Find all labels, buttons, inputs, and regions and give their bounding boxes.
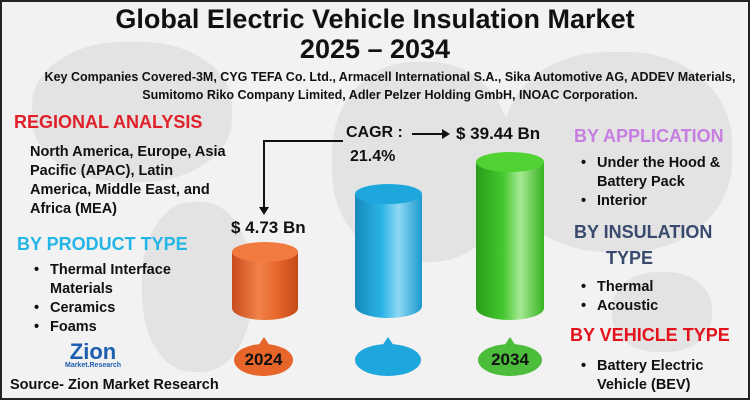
year-badge-2024: 2024 <box>234 337 293 376</box>
title-line-1: Global Electric Vehicle Insulation Marke… <box>115 4 635 34</box>
zion-logo: Zion Market.Research <box>62 339 124 370</box>
application-list: Under the Hood & Battery Pack Interior <box>577 154 748 211</box>
arrow-right-icon <box>442 129 450 139</box>
bar-top <box>476 152 544 172</box>
bar-top <box>232 242 298 262</box>
value-label-2024: $ 4.73 Bn <box>231 218 306 237</box>
bar-middle <box>355 184 422 318</box>
source-text: Source- Zion Market Research <box>10 377 219 393</box>
vehicle-type-list: Battery Electric Vehicle (BEV) <box>577 357 727 395</box>
year-badge-middle <box>355 337 421 376</box>
year-badge-2034: 2034 <box>478 337 542 376</box>
world-map-background <box>32 42 232 182</box>
insulation-list: Thermal Acoustic <box>577 278 658 316</box>
list-item: Ceramics <box>30 299 210 318</box>
list-item: Thermal <box>577 278 658 297</box>
insulation-heading-line-1: BY INSULATION <box>574 222 713 242</box>
list-item: Acoustic <box>577 297 658 316</box>
list-item: Interior <box>577 192 748 211</box>
list-item: Under the Hood & Battery Pack <box>577 154 748 192</box>
application-heading: BY APPLICATION <box>574 126 724 146</box>
logo-text: Zion <box>69 339 117 364</box>
list-item: Foams <box>30 318 210 337</box>
cagr-value: 21.4% <box>350 148 396 165</box>
value-label-2034: $ 39.44 Bn <box>456 124 541 143</box>
title-line-2: 2025 – 2034 <box>299 34 451 64</box>
cagr-connector-line <box>263 140 343 142</box>
vehicle-type-heading: BY VEHICLE TYPE <box>570 325 730 345</box>
insulation-heading-line-2: TYPE <box>606 248 654 268</box>
list-item: Battery Electric Vehicle (BEV) <box>577 357 727 395</box>
regional-text: North America, Europe, Asia Pacific (APA… <box>30 144 226 217</box>
logo-subtext: Market.Research <box>64 362 122 369</box>
arrow-down-icon <box>259 207 269 215</box>
bar-2024 <box>232 242 298 320</box>
product-type-list: Thermal Interface Materials Ceramics Foa… <box>30 261 210 337</box>
key-companies: Key Companies Covered-3M, CYG TEFA Co. L… <box>44 70 736 102</box>
bar-2034 <box>476 152 544 320</box>
bar-top <box>355 184 422 204</box>
list-item: Thermal Interface Materials <box>30 261 210 299</box>
cagr-label: CAGR : <box>346 124 403 141</box>
arrow-line <box>412 133 444 135</box>
cagr-connector-line <box>263 140 265 209</box>
regional-heading: REGIONAL ANALYSIS <box>14 112 203 132</box>
product-type-heading: BY PRODUCT TYPE <box>17 234 188 254</box>
